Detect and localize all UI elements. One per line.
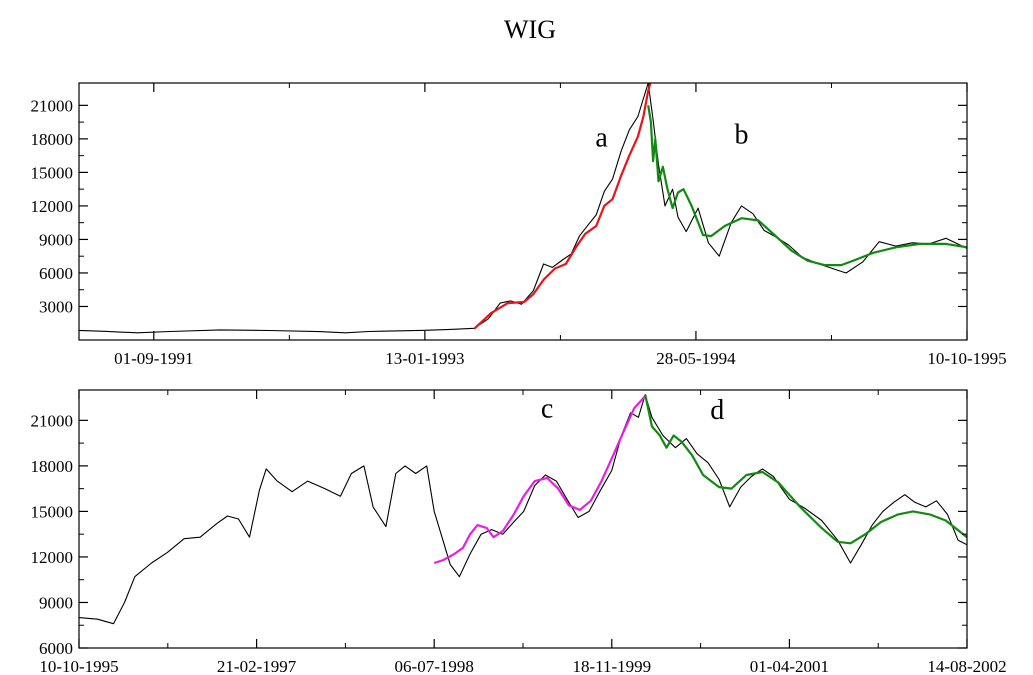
- series-line-2: [647, 105, 967, 267]
- x-tick-label: 21-02-1997: [217, 657, 297, 675]
- series-line-2: [644, 394, 967, 545]
- x-tick-label: 28-05-1994: [656, 349, 736, 368]
- annotation-label: a: [595, 123, 608, 154]
- y-tick-label: 21000: [31, 411, 74, 430]
- chart-title: WIG: [504, 15, 556, 44]
- y-tick-label: 12000: [31, 548, 74, 567]
- plot-frame: [78, 389, 968, 649]
- annotation-label: d: [710, 395, 724, 426]
- x-tick-label: 10-10-1995: [927, 349, 1006, 368]
- panel-top: 3000 6000 9000 12000 15000 18000 21000 01-09-19…: [31, 82, 1007, 368]
- x-tick-label: 18-11-1999: [572, 657, 651, 675]
- x-tick-label: 13-01-1993: [385, 349, 464, 368]
- y-tick-label: 6000: [39, 264, 73, 283]
- panel-bottom: 6000 9000 12000 15000 18000 21000 10-10-1995 21…: [31, 389, 1007, 675]
- x-tick-label: 10-10-1995: [39, 657, 118, 675]
- y-tick-label: 6000: [39, 639, 73, 658]
- x-tick-label: 01-09-1991: [114, 349, 193, 368]
- annotation-label: b: [734, 119, 748, 150]
- series-line-0: [79, 83, 967, 334]
- y-tick-label: 12000: [31, 197, 74, 216]
- plot-frame: [78, 82, 968, 341]
- y-tick-label: 21000: [31, 96, 74, 115]
- y-tick-label: 18000: [31, 130, 74, 149]
- series-line-1: [433, 395, 647, 565]
- annotation-label: c: [541, 393, 553, 424]
- y-tick-label: 9000: [39, 230, 73, 249]
- x-tick-label: 01-04-2001: [750, 657, 829, 675]
- series-line-1: [473, 83, 652, 330]
- y-tick-label: 15000: [31, 163, 74, 182]
- y-tick-label: 15000: [31, 502, 74, 521]
- series-line-0: [79, 394, 967, 625]
- y-tick-label: 3000: [39, 297, 73, 316]
- x-tick-label: 06-07-1998: [395, 657, 474, 675]
- y-tick-label: 9000: [39, 593, 73, 612]
- y-tick-label: 18000: [31, 457, 74, 476]
- x-tick-label: 14-08-2002: [927, 657, 1006, 675]
